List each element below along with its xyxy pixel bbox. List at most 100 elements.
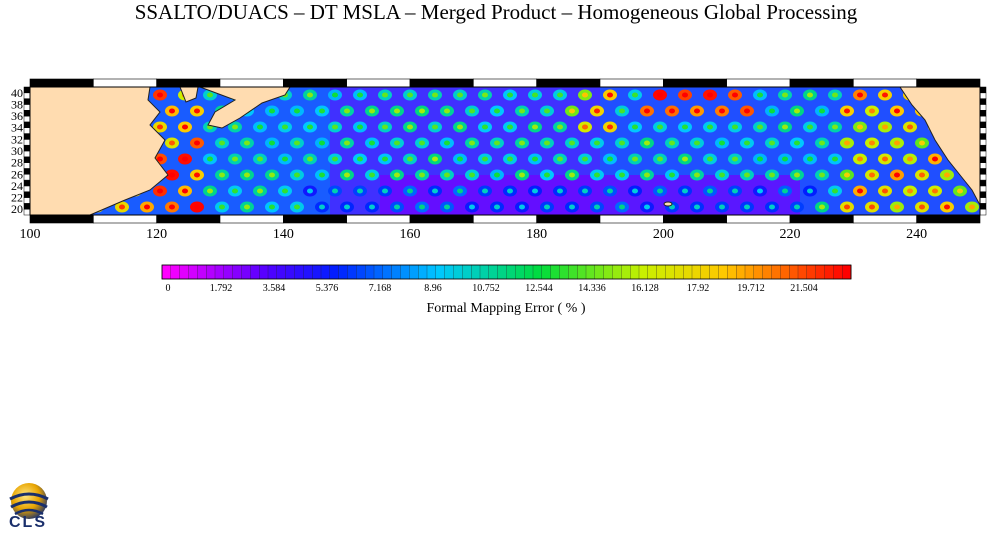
error-blob-core xyxy=(344,140,350,146)
error-blob-core xyxy=(619,140,625,146)
colorbar-tick-label: 0 xyxy=(166,283,171,294)
error-blob-core xyxy=(157,188,163,194)
error-blob-core xyxy=(669,172,675,178)
error-blob-core xyxy=(419,108,425,114)
error-blob-core xyxy=(369,204,375,210)
error-blob-core xyxy=(694,140,700,146)
error-blob-core xyxy=(782,124,788,130)
colorbar-cell xyxy=(585,264,596,280)
error-blob-core xyxy=(782,188,788,194)
frame-segment-right xyxy=(979,191,987,198)
error-blob-core xyxy=(182,156,188,162)
error-blob-core xyxy=(894,140,900,146)
frame-segment-bottom xyxy=(599,214,664,224)
lat-tick-label: 20 xyxy=(11,202,23,216)
lat-tick-label: 24 xyxy=(11,179,23,193)
error-blob-core xyxy=(682,188,688,194)
error-blob-core xyxy=(694,204,700,210)
error-blob-core xyxy=(844,140,850,146)
error-blob-core xyxy=(732,92,738,98)
colorbar-cell xyxy=(462,264,472,280)
colorbar-cell xyxy=(276,264,287,280)
hawaii-island xyxy=(663,201,673,207)
error-blob-core xyxy=(694,108,700,114)
lat-tick-label: 28 xyxy=(11,156,23,170)
error-blob-core xyxy=(519,108,525,114)
colorbar-cell xyxy=(365,264,375,280)
error-blob-core xyxy=(332,156,338,162)
frame-segment-right xyxy=(979,168,987,175)
error-blob-core xyxy=(469,172,475,178)
error-blob-core xyxy=(632,188,638,194)
error-blob-core xyxy=(857,156,863,162)
error-blob-core xyxy=(619,172,625,178)
land-mask xyxy=(30,87,980,215)
error-blob-core xyxy=(657,92,663,98)
colorbar-cell xyxy=(762,264,772,280)
colorbar-cell xyxy=(594,264,605,280)
error-blob-core xyxy=(744,172,750,178)
error-blob-core xyxy=(594,140,600,146)
error-blob-core xyxy=(319,140,325,146)
colorbar-cell xyxy=(400,264,410,280)
error-blob-core xyxy=(757,124,763,130)
frame-segment-top xyxy=(346,78,411,88)
error-blob-core xyxy=(519,172,525,178)
error-blob-core xyxy=(269,204,275,210)
error-blob-core xyxy=(269,172,275,178)
error-blob-core xyxy=(344,172,350,178)
error-blob-core xyxy=(544,172,550,178)
colorbar-cell xyxy=(674,264,684,280)
error-blob-core xyxy=(207,156,213,162)
error-blob-core xyxy=(557,92,563,98)
error-blob-core xyxy=(282,188,288,194)
frame-segment-right xyxy=(979,185,987,192)
colorbar-cell xyxy=(267,264,278,280)
colorbar-cell xyxy=(718,264,728,280)
error-blob-core xyxy=(357,124,363,130)
error-blob-core xyxy=(857,124,863,130)
error-blob-core xyxy=(382,156,388,162)
colorbar-cell xyxy=(471,264,481,280)
error-blob-core xyxy=(657,124,663,130)
colorbar-cell xyxy=(603,264,613,280)
error-blob-core xyxy=(257,188,263,194)
frame-segment-left xyxy=(23,98,31,105)
error-blob-core xyxy=(419,172,425,178)
error-blob-core xyxy=(919,172,925,178)
colorbar-cell xyxy=(294,264,304,280)
error-blob-core xyxy=(732,156,738,162)
error-blob-core xyxy=(444,140,450,146)
error-blob-core xyxy=(694,172,700,178)
error-blob-core xyxy=(869,172,875,178)
error-blob-core xyxy=(782,156,788,162)
frame-segment-left xyxy=(23,185,31,192)
error-blob-core xyxy=(769,108,775,114)
error-blob-core xyxy=(332,92,338,98)
error-blob-core xyxy=(644,204,650,210)
frame-segment-top xyxy=(853,78,917,88)
frame-segment-right xyxy=(979,110,987,117)
error-blob-core xyxy=(819,108,825,114)
error-blob-core xyxy=(532,124,538,130)
error-blob-core xyxy=(319,108,325,114)
lon-tick-label: 200 xyxy=(653,227,674,242)
colorbar-cell xyxy=(709,264,719,280)
error-blob-core xyxy=(569,204,575,210)
frame-segment-left xyxy=(23,197,31,204)
colorbar-cell xyxy=(373,264,384,280)
lat-tick-label: 32 xyxy=(11,132,23,146)
colorbar-cell xyxy=(382,264,393,280)
colorbar-tick-label: 12.544 xyxy=(525,283,553,294)
colorbar-cell xyxy=(771,264,781,280)
error-blob-core xyxy=(744,204,750,210)
error-blob-core xyxy=(569,172,575,178)
error-blob-core xyxy=(794,140,800,146)
error-blob-core xyxy=(619,204,625,210)
error-blob-core xyxy=(794,108,800,114)
colorbar-cell xyxy=(780,264,790,280)
error-blob-core xyxy=(394,204,400,210)
error-blob-core xyxy=(557,156,563,162)
colorbar-cell xyxy=(815,264,825,280)
error-blob-core xyxy=(569,108,575,114)
